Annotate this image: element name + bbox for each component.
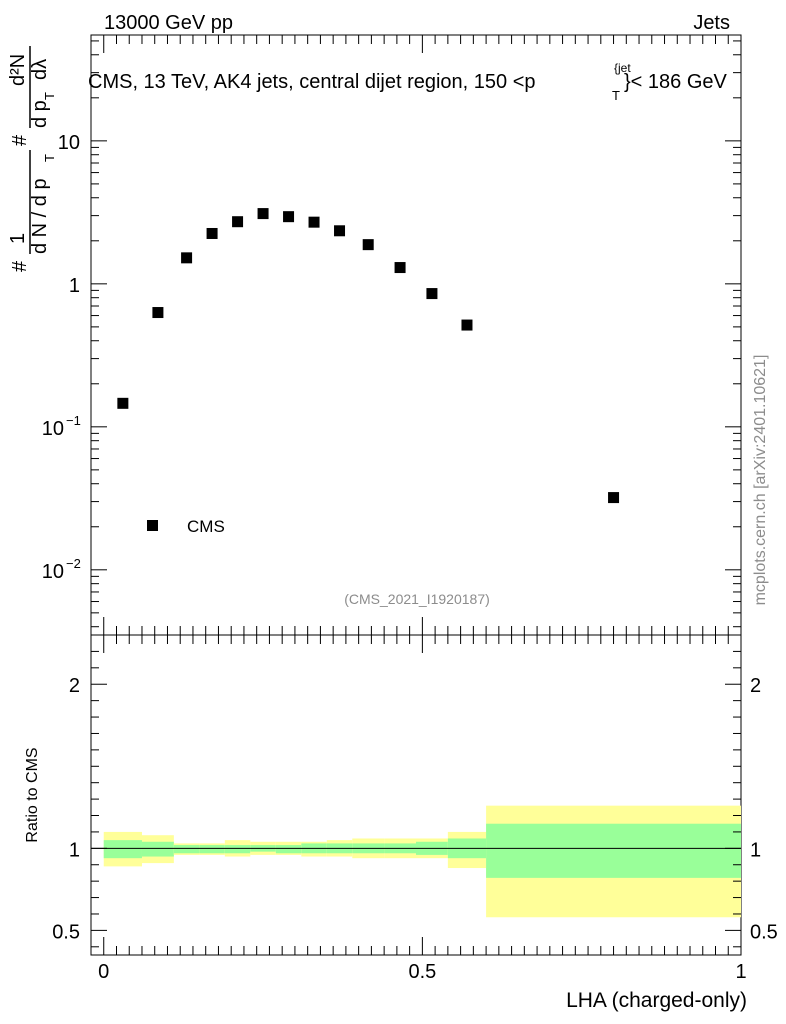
ratio-band-inner xyxy=(173,845,200,854)
ratio-y-tick-label-left: 2 xyxy=(69,675,80,697)
ratio-bands xyxy=(103,805,741,918)
cms-data-point xyxy=(394,262,406,274)
header-energy: 13000 GeV pp xyxy=(104,12,233,34)
ratio-y-tick-label-left: 1 xyxy=(69,839,80,861)
chart-title-tail: }< 186 GeV xyxy=(624,71,728,93)
ratio-y-tick-label-right: 0.5 xyxy=(750,921,778,943)
x-tick-label: 1 xyxy=(735,961,746,983)
cms-data-point xyxy=(206,227,218,239)
ratio-frame xyxy=(90,634,742,956)
ylabel-t-2: T xyxy=(42,92,57,100)
ylabel-d-lambda: dλ xyxy=(29,59,51,80)
x-tick-label: 0 xyxy=(98,961,109,983)
legend-label-cms: CMS xyxy=(187,517,225,536)
ylabel-d-pt: d p xyxy=(29,100,51,128)
cms-data-point xyxy=(152,307,164,319)
ratio-band-inner xyxy=(224,845,251,854)
main-frame xyxy=(90,34,742,636)
cms-data-point xyxy=(117,397,129,409)
chart-title-superscript: {jet xyxy=(614,61,631,75)
cms-data-point xyxy=(232,216,244,228)
ylabel-d2n: d²N xyxy=(7,54,29,86)
ratio-y-label: Ratio to CMS xyxy=(24,747,41,842)
ylabel-hash-2: # xyxy=(9,134,31,146)
ratio-y-tick-label-left: 0.5 xyxy=(52,921,80,943)
ratio-band-inner xyxy=(141,841,174,857)
legend-marker-cms xyxy=(147,520,158,531)
cms-data-point xyxy=(181,252,193,264)
analysis-id: (CMS_2021_I1920187) xyxy=(344,591,490,607)
header-process: Jets xyxy=(693,12,730,34)
ratio-band-inner xyxy=(486,823,741,878)
x-axis-label: LHA (charged-only) xyxy=(566,989,747,1012)
cms-data-point xyxy=(308,216,320,228)
main-y-tick-label: 10 xyxy=(42,418,64,440)
ylabel-hash-1: # xyxy=(9,260,31,272)
cms-data-point xyxy=(283,211,295,223)
cms-data-point xyxy=(334,225,346,237)
ratio-y-tick-label-right: 2 xyxy=(750,675,761,697)
main-y-tick-label: 10 xyxy=(58,132,80,154)
ratio-band-inner xyxy=(103,840,142,859)
cms-data-point xyxy=(608,492,620,504)
side-credit-label: mcplots.cern.ch [arXiv:2401.10621] xyxy=(752,355,769,606)
ylabel-one: 1 xyxy=(7,233,29,244)
data-points xyxy=(117,208,620,504)
chart-title: CMS, 13 TeV, AK4 jets, central dijet reg… xyxy=(88,71,536,93)
ratio-band-inner xyxy=(275,845,302,854)
main-y-tick-label: 1 xyxy=(69,275,80,297)
x-tick-label: 0.5 xyxy=(408,961,436,983)
main-y-tick-exponent: −1 xyxy=(66,413,81,428)
y-axis-label: # 1 d N / d p T # d p T d²N dλ xyxy=(7,46,57,272)
chart-title-subscript: T xyxy=(612,88,620,103)
cms-data-point xyxy=(426,288,438,300)
main-y-tick-exponent: −2 xyxy=(66,556,81,571)
axis-ticks xyxy=(91,35,742,955)
cms-data-point xyxy=(257,208,269,220)
ylabel-t-1: T xyxy=(42,154,57,162)
ratio-y-tick-label-right: 1 xyxy=(750,839,761,861)
cms-data-point xyxy=(362,239,374,251)
cms-data-point xyxy=(461,319,473,331)
ratio-band-inner xyxy=(199,845,225,854)
ylabel-dn-dpt: d N / d p xyxy=(29,178,51,254)
main-y-tick-label: 10 xyxy=(42,561,64,583)
